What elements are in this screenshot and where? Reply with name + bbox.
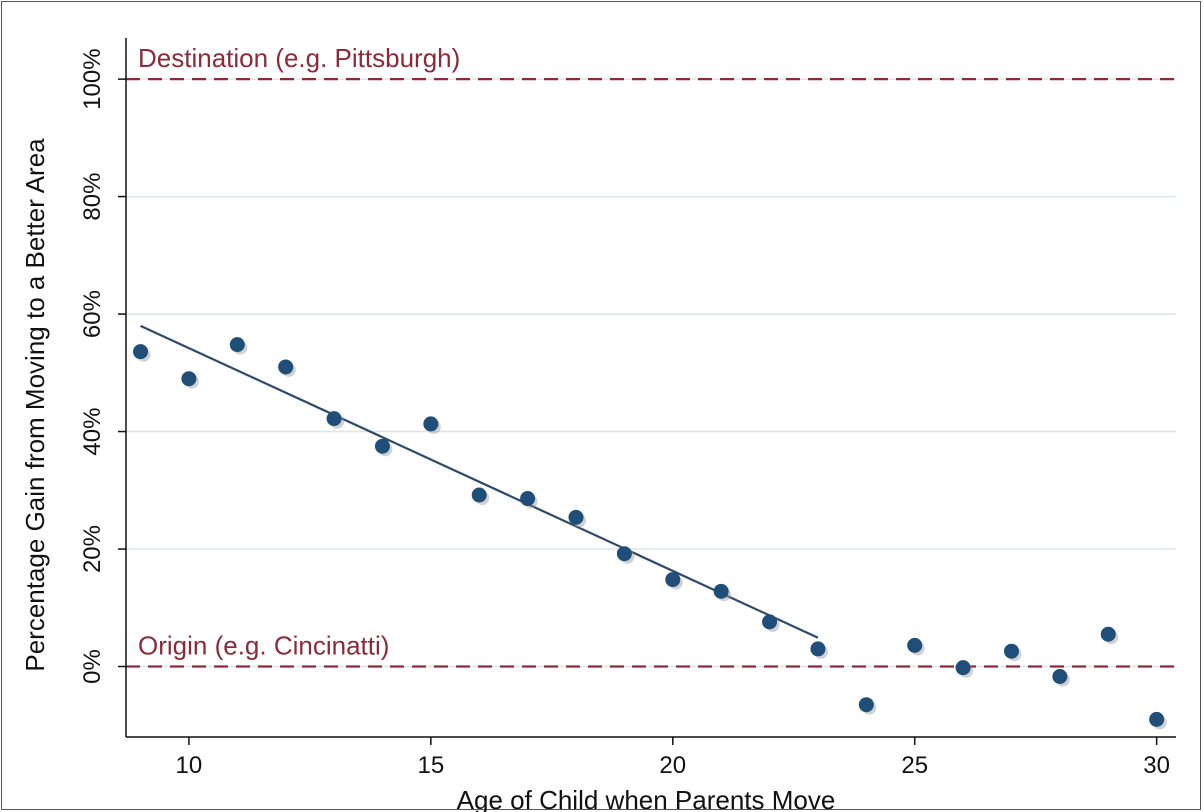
data-point-8 (520, 491, 536, 507)
reference-lines: Destination (e.g. Pittsburgh) Origin (e.g… (126, 43, 1176, 668)
fit-line (140, 324, 819, 639)
data-point-16 (907, 637, 923, 653)
x-tick-label-4: 30 (1143, 752, 1170, 779)
y-tick-label-1: 20% (79, 525, 106, 573)
x-axis-title: Age of Child when Parents Move (457, 785, 836, 812)
x-tick-label-2: 20 (659, 752, 686, 779)
data-point-10 (616, 546, 632, 562)
y-tick-label-3: 60% (79, 290, 106, 338)
data-point-14 (810, 641, 826, 657)
data-point-7 (471, 487, 487, 503)
y-tick-label-4: 80% (79, 173, 106, 221)
y-tick-label-5: 100% (79, 48, 106, 109)
data-point-2 (229, 337, 245, 353)
x-tick-label-3: 25 (901, 752, 928, 779)
x-tick-label-1: 15 (417, 752, 444, 779)
data-point-21 (1149, 711, 1165, 727)
data-point-15 (858, 697, 874, 713)
data-point-0 (133, 344, 149, 360)
data-point-20 (1100, 626, 1116, 642)
data-point-5 (374, 438, 390, 454)
data-point-19 (1052, 668, 1068, 684)
gridlines (126, 78, 1176, 668)
fit-line-group (140, 324, 819, 639)
data-point-3 (278, 359, 294, 375)
data-point-1 (181, 371, 197, 387)
data-point-9 (568, 509, 584, 525)
data-point-13 (762, 614, 778, 630)
y-tick-label-0: 0% (79, 649, 106, 684)
data-points (133, 337, 1167, 730)
data-point-4 (326, 411, 342, 427)
axes: 0% 20% 40% 60% 80% 100% 10 15 20 25 30 (79, 38, 1176, 779)
x-tick-label-0: 10 (176, 752, 203, 779)
data-point-17 (955, 660, 971, 676)
y-tick-label-2: 40% (79, 408, 106, 456)
data-point-11 (665, 572, 681, 588)
data-point-12 (713, 583, 729, 599)
reference-label-0: Destination (e.g. Pittsburgh) (138, 43, 460, 73)
data-point-6 (423, 416, 439, 432)
data-point-18 (1003, 643, 1019, 659)
y-axis-title: Percentage Gain from Moving to a Better … (20, 138, 50, 672)
reference-label-1: Origin (e.g. Cincinatti) (138, 631, 389, 661)
